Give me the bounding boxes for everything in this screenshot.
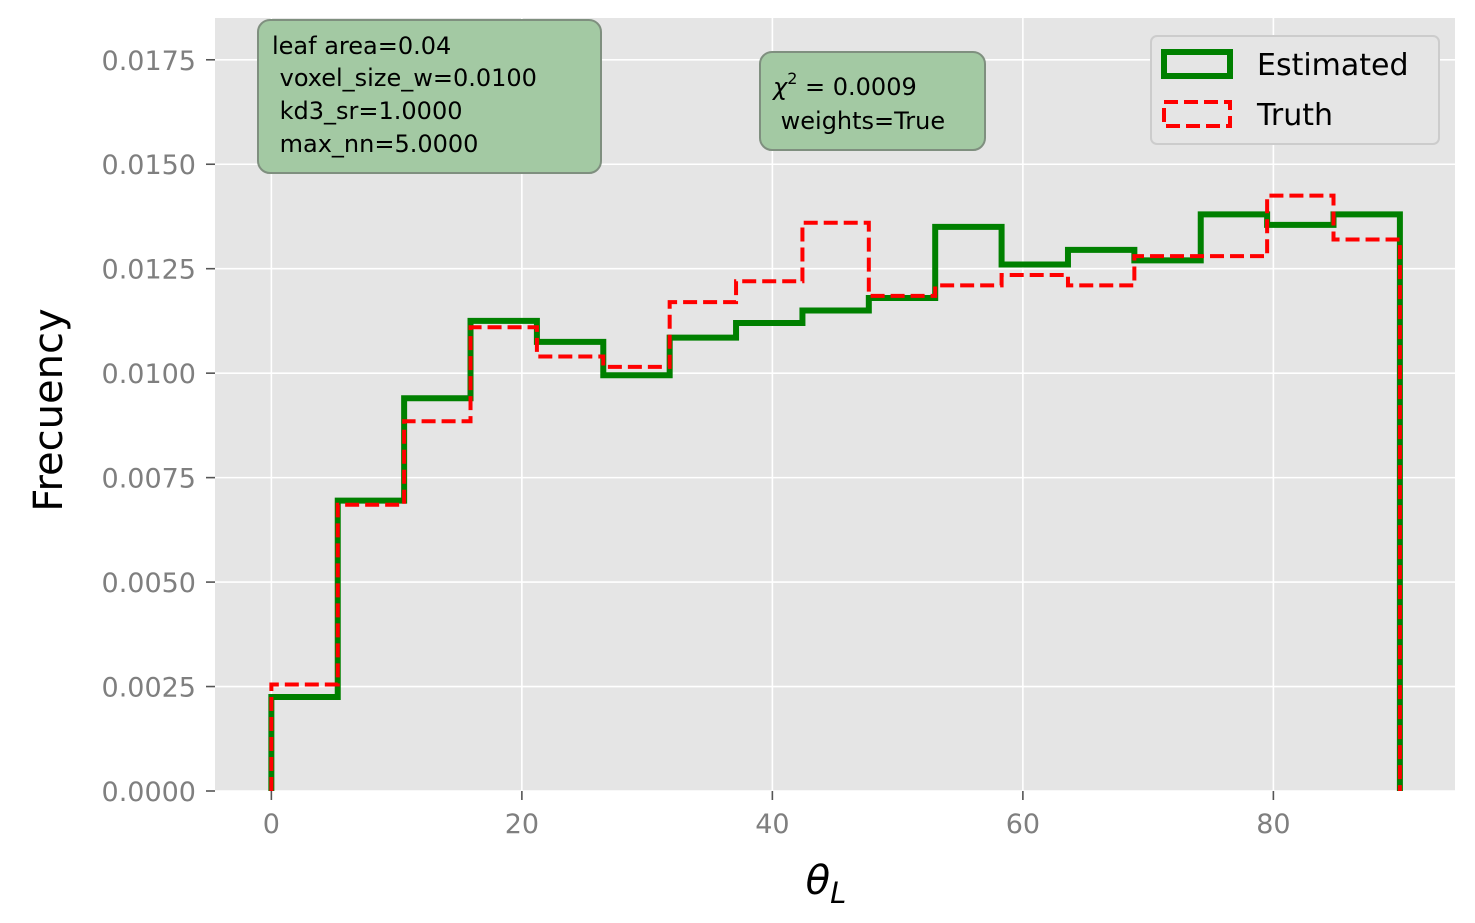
x-tick-label: 0: [263, 809, 280, 840]
y-tick-label: 0.0075: [102, 464, 196, 495]
y-tick-label: 0.0125: [102, 255, 196, 286]
x-tick-label: 60: [1006, 809, 1040, 840]
series-group: [268, 193, 1403, 791]
legend: Estimated Truth: [1150, 35, 1440, 145]
annotation-weights: weights=True: [773, 107, 945, 135]
x-tick-label: 40: [755, 809, 789, 840]
annotation-line-leaf-area: leaf area=0.04: [272, 32, 451, 60]
chi-value: = 0.0009: [797, 73, 916, 101]
annotation-line-kd3-sr: kd3_sr=1.0000: [272, 97, 463, 125]
legend-swatch-truth: [1162, 100, 1232, 128]
series-estimated-step-line: [268, 211, 1403, 791]
x-tick-label: 20: [505, 809, 539, 840]
legend-label-truth: Truth: [1256, 98, 1333, 133]
annotation-chi-square-value: χ2 = 0.0009: [771, 69, 917, 101]
x-axis-title-subscript: L: [830, 876, 846, 910]
x-axis-title-main: θ: [806, 858, 830, 904]
annotation-box-parameters-background: [257, 19, 602, 174]
annotation-box-chi-square: χ2 = 0.0009 weights=True: [759, 51, 986, 151]
y-axis-title: Frecuency: [26, 308, 72, 511]
y-tick-label: 0.0100: [102, 359, 196, 390]
axis-ticks: 0 20 40 60 80 0.0000 0.0025 0.0050 0.0075 0.0100 0…: [102, 46, 1291, 840]
annotation-box-chi-square-background: [759, 51, 986, 151]
y-tick-label: 0.0150: [102, 150, 196, 181]
legend-frame: [1150, 35, 1440, 145]
chi-symbol: χ: [771, 73, 788, 101]
legend-label-estimated: Estimated: [1257, 48, 1409, 83]
x-tick-label: 80: [1256, 809, 1290, 840]
annotation-line-max-nn: max_nn=5.0000: [272, 130, 478, 158]
y-tick-label: 0.0025: [102, 673, 196, 704]
annotation-box-parameters: leaf area=0.04 voxel_size_w=0.0100 kd3_s…: [257, 19, 602, 174]
legend-swatch-estimated: [1161, 49, 1233, 79]
y-tick-label: 0.0000: [102, 777, 196, 808]
y-tick-label: 0.0175: [102, 46, 196, 77]
chi-superscript: 2: [787, 69, 797, 88]
series-truth-step-line: [269, 193, 1402, 791]
x-axis-title: θL: [806, 858, 847, 910]
annotation-line-voxel-size: voxel_size_w=0.0100: [272, 64, 537, 92]
y-tick-label: 0.0050: [102, 568, 196, 599]
